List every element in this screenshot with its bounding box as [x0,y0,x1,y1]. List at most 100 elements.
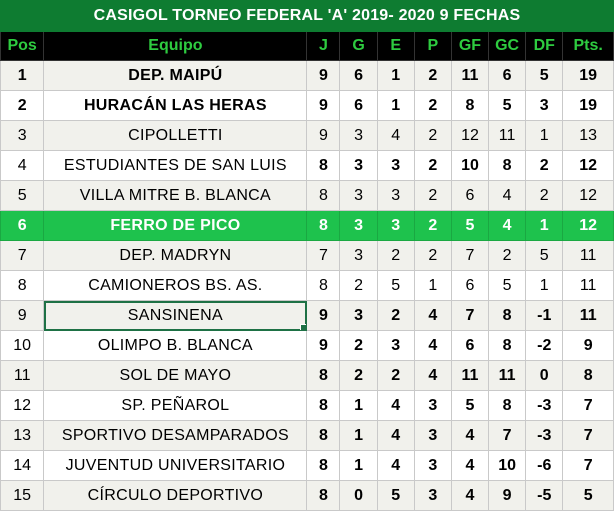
cell-e[interactable]: 4 [376,420,415,451]
cell-e[interactable]: 3 [376,150,415,181]
cell-df[interactable]: 1 [525,120,564,151]
table-title[interactable]: CASIGOL TORNEO FEDERAL 'A' 2019- 2020 9 … [0,0,614,32]
cell-e[interactable]: 4 [376,390,415,421]
cell-gc[interactable]: 8 [488,150,527,181]
cell-e[interactable]: 3 [376,330,415,361]
cell-df[interactable]: -6 [525,450,564,481]
cell-e[interactable]: 4 [376,450,415,481]
cell-gc[interactable]: 8 [488,300,527,331]
cell-p[interactable]: 3 [413,480,452,511]
cell-team[interactable]: OLIMPO B. BLANCA [43,330,308,361]
cell-team[interactable]: CAMIONEROS BS. AS. [43,270,308,301]
cell-pos[interactable]: 4 [0,150,45,181]
cell-pos[interactable]: 8 [0,270,45,301]
cell-pos[interactable]: 7 [0,240,45,271]
cell-pts[interactable]: 12 [562,210,614,241]
header-team[interactable]: Equipo [43,31,308,61]
cell-p[interactable]: 4 [413,360,452,391]
cell-df[interactable]: 5 [525,240,564,271]
cell-j[interactable]: 8 [306,420,341,451]
cell-df[interactable]: -3 [525,390,564,421]
cell-pts[interactable]: 12 [562,150,614,181]
cell-g[interactable]: 3 [339,150,378,181]
cell-j[interactable]: 8 [306,360,341,391]
cell-pos[interactable]: 9 [0,300,45,331]
cell-g[interactable]: 1 [339,420,378,451]
cell-j[interactable]: 9 [306,60,341,91]
cell-g[interactable]: 6 [339,60,378,91]
cell-p[interactable]: 2 [413,240,452,271]
cell-team[interactable]: VILLA MITRE B. BLANCA [43,180,308,211]
cell-df[interactable]: -5 [525,480,564,511]
cell-pos[interactable]: 10 [0,330,45,361]
cell-team[interactable]: CÍRCULO DEPORTIVO [43,480,308,511]
cell-gf[interactable]: 5 [450,210,490,241]
cell-pts[interactable]: 19 [562,60,614,91]
cell-gc[interactable]: 11 [488,360,527,391]
selection-fill-handle[interactable] [300,324,306,330]
cell-e[interactable]: 1 [376,60,415,91]
cell-g[interactable]: 3 [339,210,378,241]
cell-gf[interactable]: 6 [450,270,490,301]
cell-j[interactable]: 8 [306,180,341,211]
cell-j[interactable]: 9 [306,90,341,121]
cell-gc[interactable]: 2 [488,240,527,271]
cell-p[interactable]: 3 [413,390,452,421]
cell-p[interactable]: 2 [413,150,452,181]
header-gc[interactable]: GC [488,31,527,61]
cell-pts[interactable]: 19 [562,90,614,121]
cell-p[interactable]: 2 [413,90,452,121]
cell-e[interactable]: 5 [376,270,415,301]
cell-g[interactable]: 3 [339,180,378,211]
cell-team[interactable]: CIPOLLETTI [43,120,308,151]
cell-gf[interactable]: 6 [450,180,490,211]
cell-g[interactable]: 3 [339,120,378,151]
cell-gc[interactable]: 8 [488,330,527,361]
cell-pts[interactable]: 12 [562,180,614,211]
cell-gf[interactable]: 7 [450,300,490,331]
cell-e[interactable]: 2 [376,360,415,391]
cell-gf[interactable]: 11 [450,360,490,391]
cell-pts[interactable]: 11 [562,300,614,331]
cell-pos[interactable]: 13 [0,420,45,451]
cell-team[interactable]: DEP. MADRYN [43,240,308,271]
cell-df[interactable]: -2 [525,330,564,361]
cell-pts[interactable]: 7 [562,450,614,481]
cell-g[interactable]: 2 [339,270,378,301]
cell-df[interactable]: 2 [525,180,564,211]
cell-j[interactable]: 9 [306,120,341,151]
cell-gc[interactable]: 9 [488,480,527,511]
cell-g[interactable]: 2 [339,330,378,361]
header-j[interactable]: J [306,31,341,61]
cell-g[interactable]: 6 [339,90,378,121]
cell-df[interactable]: 2 [525,150,564,181]
cell-pos[interactable]: 5 [0,180,45,211]
cell-pos[interactable]: 12 [0,390,45,421]
cell-p[interactable]: 2 [413,60,452,91]
cell-p[interactable]: 3 [413,420,452,451]
cell-team[interactable]: ESTUDIANTES DE SAN LUIS [43,150,308,181]
cell-df[interactable]: 3 [525,90,564,121]
cell-team[interactable]: HURACÁN LAS HERAS [43,90,308,121]
cell-g[interactable]: 0 [339,480,378,511]
cell-gc[interactable]: 6 [488,60,527,91]
cell-p[interactable]: 2 [413,210,452,241]
cell-gf[interactable]: 12 [450,120,490,151]
cell-g[interactable]: 3 [339,240,378,271]
cell-df[interactable]: 0 [525,360,564,391]
cell-e[interactable]: 3 [376,180,415,211]
cell-j[interactable]: 8 [306,450,341,481]
header-pts[interactable]: Pts. [562,31,614,61]
cell-gf[interactable]: 4 [450,450,490,481]
cell-team[interactable]: SPORTIVO DESAMPARADOS [43,420,308,451]
cell-pos[interactable]: 1 [0,60,45,91]
cell-team[interactable]: FERRO DE PICO [43,210,308,241]
cell-gf[interactable]: 10 [450,150,490,181]
cell-pts[interactable]: 7 [562,420,614,451]
cell-j[interactable]: 7 [306,240,341,271]
cell-e[interactable]: 4 [376,120,415,151]
cell-pos[interactable]: 11 [0,360,45,391]
cell-j[interactable]: 8 [306,270,341,301]
cell-j[interactable]: 8 [306,390,341,421]
cell-e[interactable]: 1 [376,90,415,121]
